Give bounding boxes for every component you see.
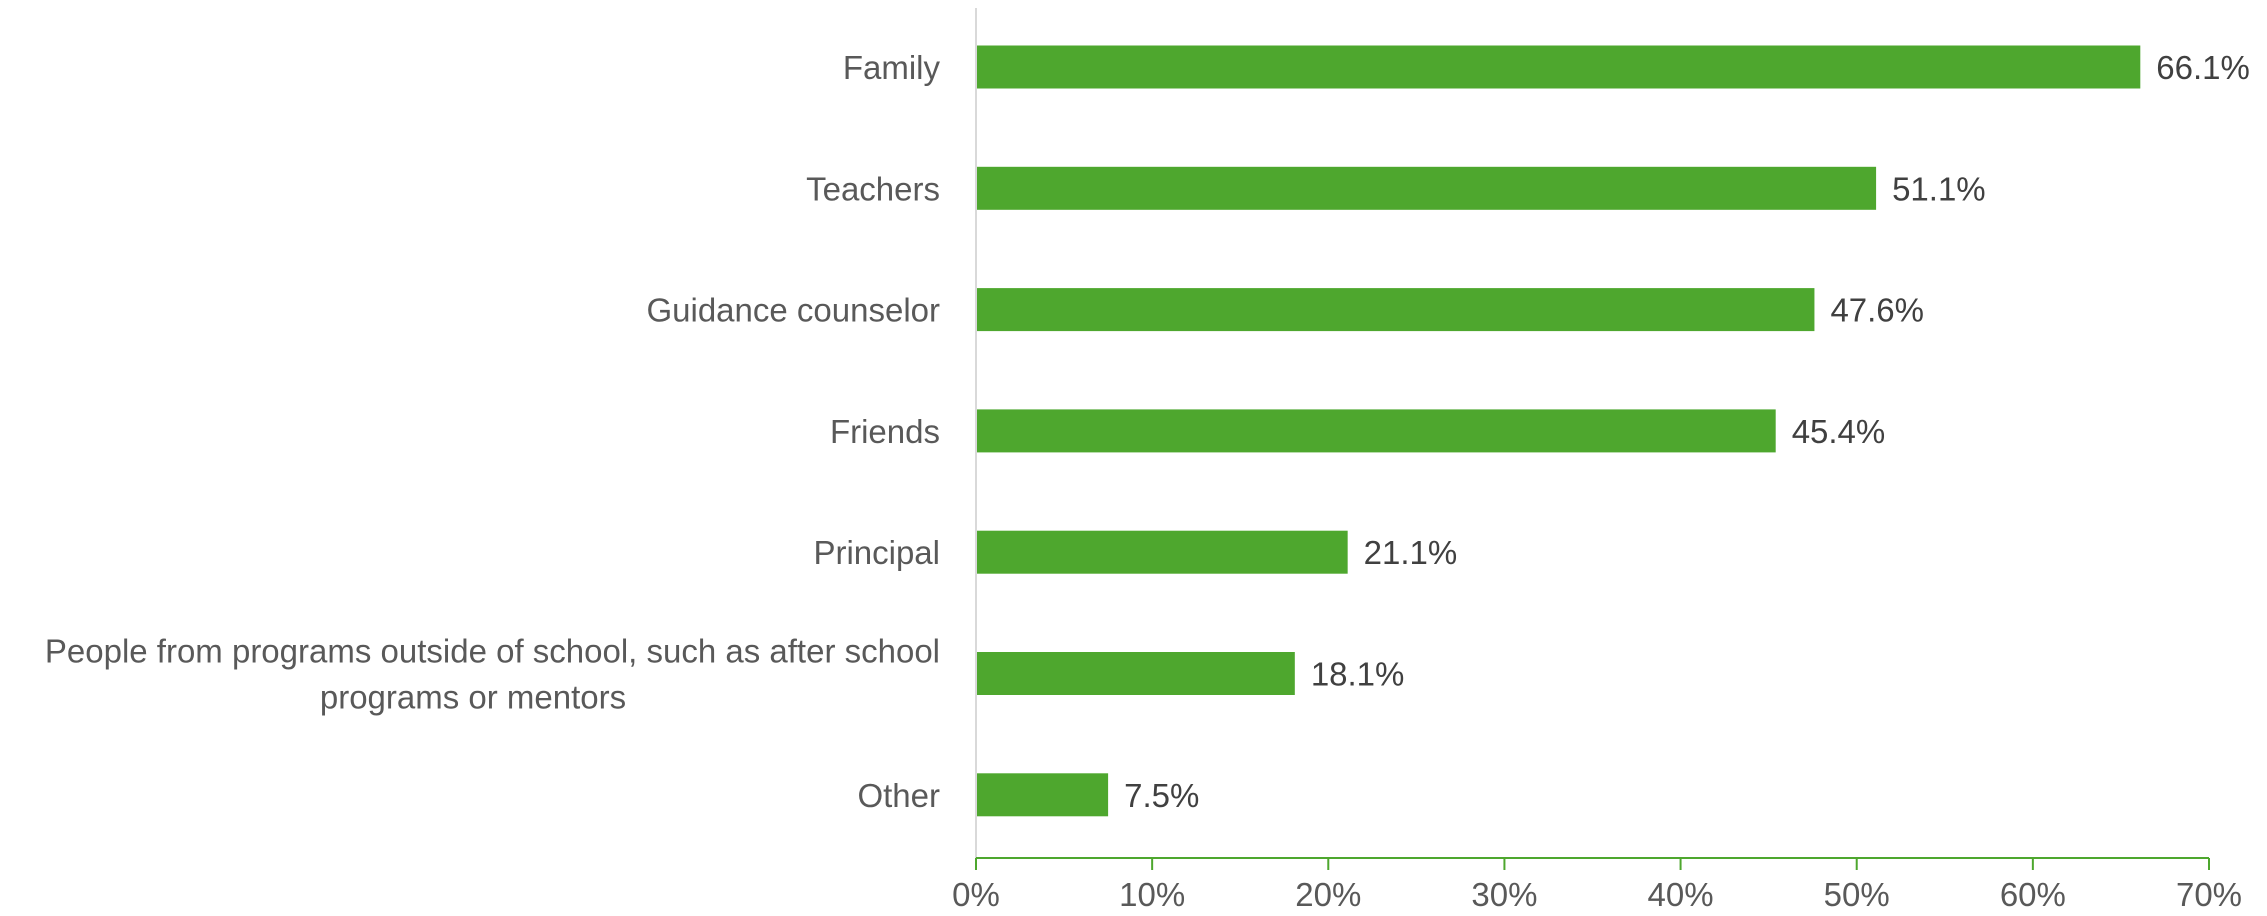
category-label: Teachers xyxy=(806,170,940,207)
x-tick-label: 20% xyxy=(1295,876,1361,913)
data-label: 18.1% xyxy=(1311,656,1405,693)
x-tick-label: 60% xyxy=(2000,876,2066,913)
x-tick-label: 30% xyxy=(1471,876,1537,913)
data-label: 21.1% xyxy=(1364,534,1458,571)
labels: 0% 10% 20% 30% 40% 50% 60% 70% 66.1% Family 51.1% T… xyxy=(45,49,2250,913)
x-tick-label: 70% xyxy=(2176,876,2242,913)
bar xyxy=(976,166,1877,210)
data-label: 51.1% xyxy=(1892,170,1986,207)
x-tick-label: 10% xyxy=(1119,876,1185,913)
bar xyxy=(976,45,2141,89)
bar xyxy=(976,652,1295,695)
bar xyxy=(976,773,1109,817)
x-tick-label: 50% xyxy=(1824,876,1890,913)
bar xyxy=(976,409,1776,453)
data-label: 7.5% xyxy=(1124,777,1199,814)
category-label: Other xyxy=(857,777,940,814)
category-label: Friends xyxy=(830,413,940,450)
data-label: 45.4% xyxy=(1792,413,1886,450)
data-label: 47.6% xyxy=(1830,292,1924,329)
bars xyxy=(976,45,2141,817)
category-label: Principal xyxy=(813,534,940,571)
x-tick-label: 40% xyxy=(1648,876,1714,913)
category-label: People from programs outside of school, … xyxy=(45,633,940,716)
category-label: Family xyxy=(843,49,941,86)
bar xyxy=(976,288,1815,332)
bar xyxy=(976,530,1348,574)
category-label: Guidance counselor xyxy=(646,292,940,329)
data-label: 66.1% xyxy=(2156,49,2250,86)
x-tick-label: 0% xyxy=(952,876,1000,913)
axes xyxy=(975,8,2210,870)
